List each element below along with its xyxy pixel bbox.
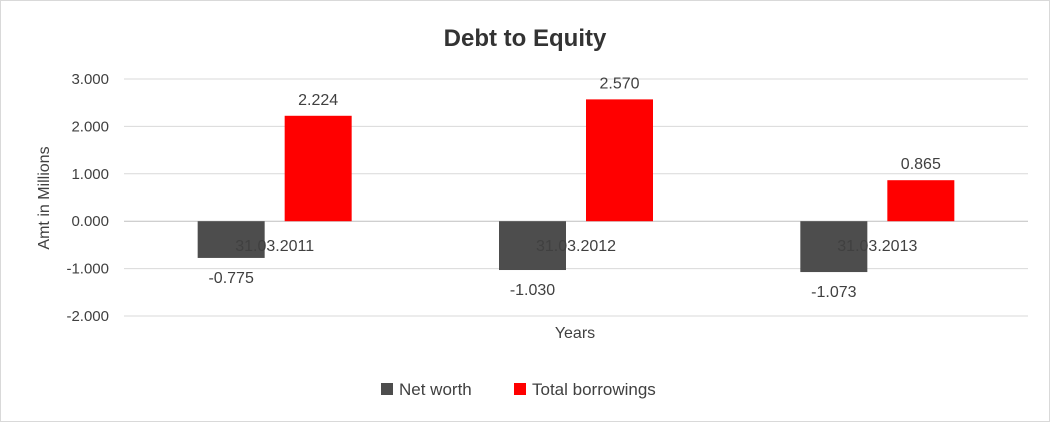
x-tick-label: 31.03.2011 (235, 238, 314, 255)
data-labels: -0.775 2.224 -1.030 2.570 -1.073 0.865 (208, 75, 940, 301)
data-label: -1.073 (811, 284, 856, 301)
bar-net-worth (197, 221, 265, 258)
y-tick-label: -1.000 (66, 261, 109, 278)
gridlines (124, 78, 1028, 317)
data-label: -1.030 (510, 282, 555, 299)
data-label: 2.570 (599, 75, 639, 92)
data-label: 2.224 (298, 92, 338, 109)
y-tick-label: 3.000 (71, 71, 109, 88)
legend-label: Total borrowings (532, 380, 656, 399)
bar-net-worth (499, 221, 566, 271)
category-labels: 31.03.2011 31.03.2012 31.03.2013 (235, 238, 917, 255)
chart-title: Debt to Equity (444, 25, 607, 52)
x-tick-label: 31.03.2013 (837, 238, 917, 255)
y-tick-label: 1.000 (71, 166, 109, 183)
legend: Net worth Total borrowings (381, 380, 656, 399)
legend-label: Net worth (399, 380, 472, 399)
bar-net-worth (800, 221, 868, 273)
data-label: 0.865 (901, 156, 941, 173)
y-axis-title: Amt in Millions (36, 146, 53, 249)
x-axis-title: Years (555, 325, 595, 342)
data-label: -0.775 (208, 270, 253, 287)
y-tick-label: 2.000 (71, 118, 109, 135)
legend-swatch (514, 383, 526, 395)
legend-swatch (381, 383, 393, 395)
bar-total-borrowings (887, 180, 955, 222)
bar-total-borrowings (284, 115, 352, 222)
y-axis-ticks: 3.000 2.000 1.000 0.000 -1.000 -2.000 (66, 71, 109, 325)
x-tick-label: 31.03.2012 (536, 238, 616, 255)
bars (197, 99, 955, 273)
y-tick-label: -2.000 (66, 308, 109, 325)
y-tick-label: 0.000 (71, 213, 109, 230)
bar-total-borrowings (586, 99, 653, 222)
